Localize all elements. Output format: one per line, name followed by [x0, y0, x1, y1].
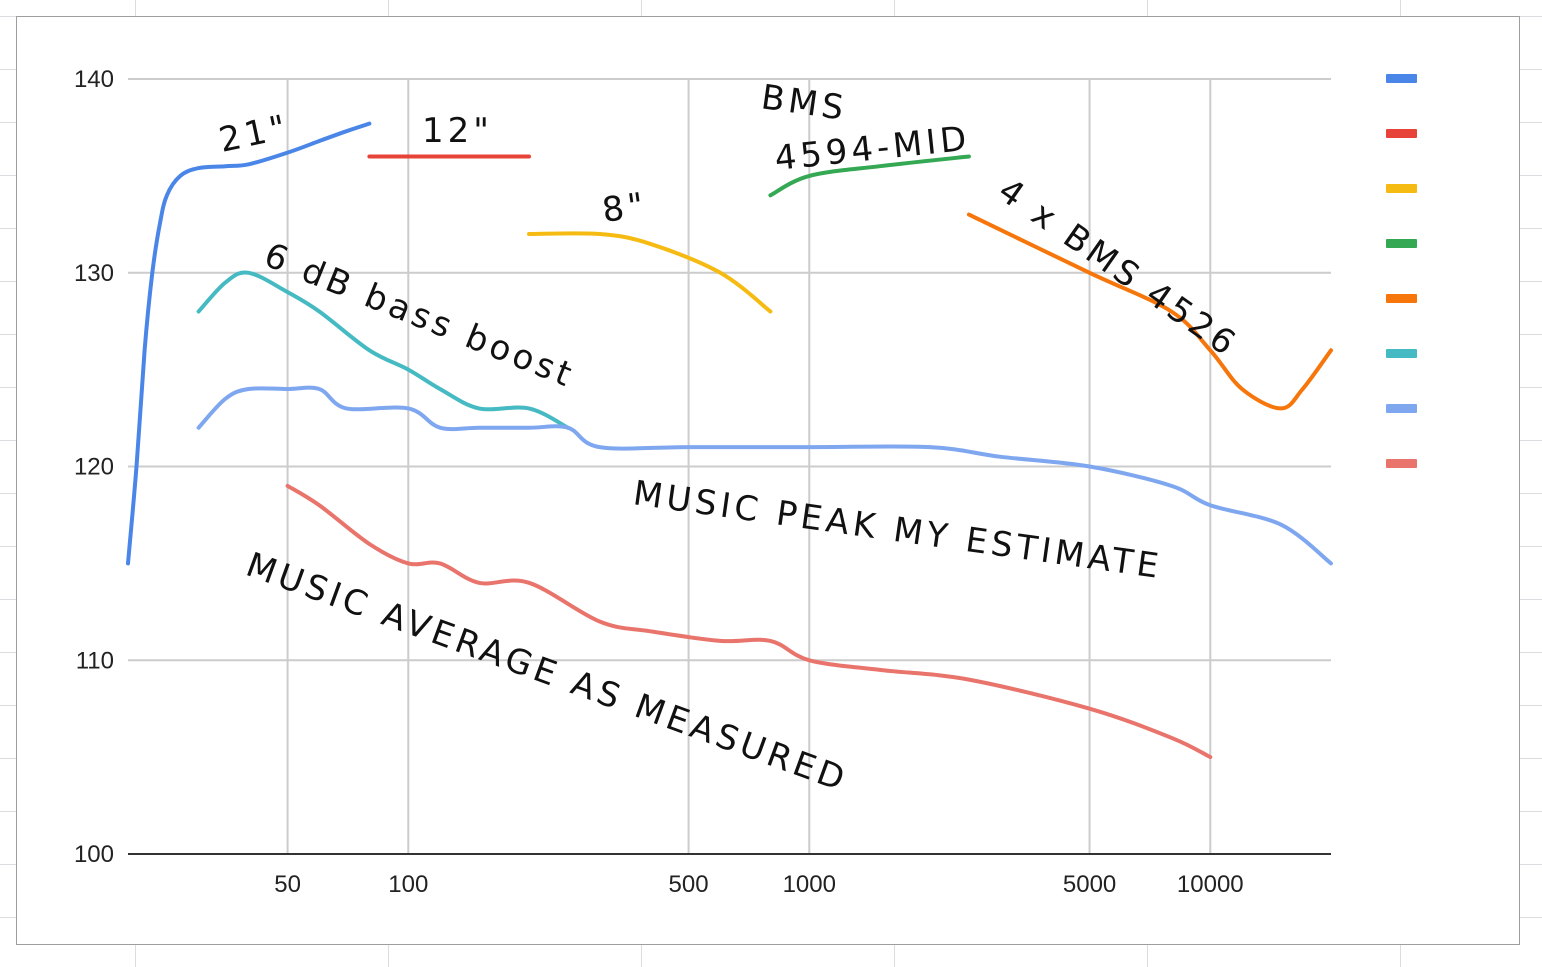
y-tick-label: 120: [74, 454, 114, 481]
series-line-3: [527, 231, 773, 314]
annotation-8-inch: 8": [600, 185, 650, 231]
series-line-4: [768, 154, 971, 198]
series-line-1: [126, 121, 372, 566]
annotation-bms: BMS: [759, 77, 850, 129]
annotation-4594-mid: 4594-MID: [773, 119, 972, 179]
handwritten-annotations: 21" 12" 8" BMS 4594-MID 4 x BMS 4526 6 d…: [216, 77, 1246, 800]
x-tick-label: 100: [388, 871, 428, 898]
annotation-4x-bms-4526: 4 x BMS 4526: [991, 171, 1246, 366]
annotation-music-average: MUSIC AVERAGE AS MEASURED: [241, 545, 853, 801]
series-line-7: [196, 385, 1333, 566]
legend-swatch-8: [1386, 459, 1417, 468]
series-lines: [126, 121, 1333, 760]
y-tick-label: 130: [74, 260, 114, 287]
legend-swatch-1: [1386, 74, 1417, 83]
series-line-5: [966, 212, 1333, 411]
x-tick-label: 500: [669, 871, 709, 898]
annotation-music-peak: MUSIC PEAK MY ESTIMATE: [631, 473, 1165, 587]
annotation-12-inch: 12": [422, 111, 493, 151]
legend-swatch-2: [1386, 129, 1417, 138]
legend-swatch-3: [1386, 184, 1417, 193]
annotation-bass-boost: 6 dB bass boost: [259, 235, 581, 396]
x-tick-label: 5000: [1063, 871, 1116, 898]
series-line-6: [196, 270, 570, 430]
y-tick-label: 140: [74, 66, 114, 93]
x-tick-label: 50: [274, 871, 301, 898]
legend-swatch-6: [1386, 349, 1417, 358]
y-tick-label: 110: [76, 647, 114, 674]
axes: 100 110 120 130 140 50 100 500 1000 5000 10000: [74, 66, 1331, 898]
series-line-8: [285, 483, 1213, 760]
legend-swatch-7: [1386, 404, 1417, 413]
y-tick-label: 100: [74, 841, 114, 868]
legend: [1386, 74, 1417, 468]
legend-swatch-4: [1386, 239, 1417, 248]
x-tick-label: 10000: [1177, 871, 1244, 898]
x-tick-label: 1000: [783, 871, 836, 898]
chart-container: [16, 16, 1520, 945]
legend-swatch-5: [1386, 294, 1417, 303]
